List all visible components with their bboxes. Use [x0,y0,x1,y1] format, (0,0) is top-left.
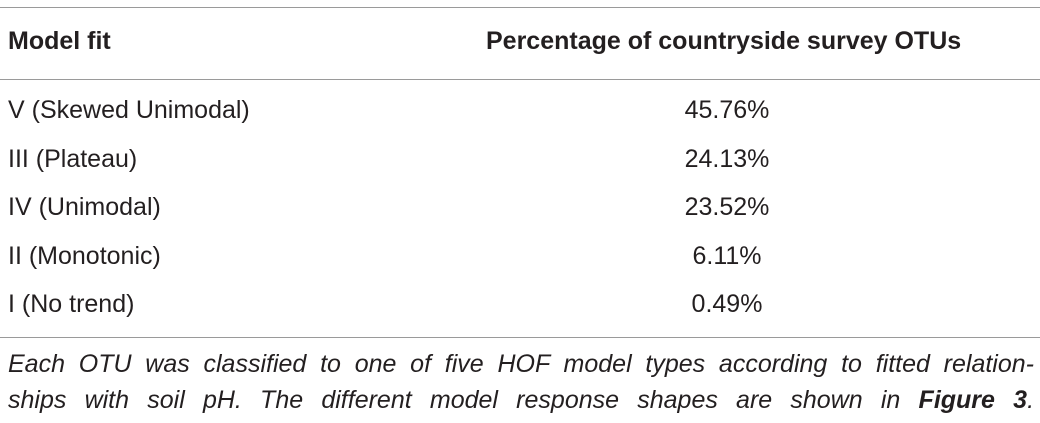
footnote-period: . [1027,386,1035,414]
table-bottom-rule [0,337,1040,338]
footnote-line-2: ships with soil pH. The different model … [8,382,1034,418]
table-header-rule [0,79,1040,80]
model-fit-cell: II (Monotonic) [8,241,161,270]
table-row: II (Monotonic) 6.11% [0,238,1040,287]
column-header-percentage: Percentage of countryside survey OTUs [486,27,962,55]
percentage-cell: 45.76% [684,96,770,124]
model-fit-cell: III (Plateau) [8,144,138,173]
table-row: I (No trend) 0.49% [0,286,1040,335]
model-fit-cell: V (Skewed Unimodal) [8,96,250,124]
percentage-cell: 24.13% [684,144,770,173]
table-top-rule [0,7,1040,8]
table-row: IV (Unimodal) 23.52% [0,189,1040,238]
table-footnote: Each OTU was classified to one of five H… [8,346,1034,418]
footnote-text: ships with soil pH. The different model … [8,386,919,414]
percentage-cell: 6.11% [692,241,762,270]
figure-reference-link[interactable]: Figure 3 [918,386,1028,414]
table-body: V (Skewed Unimodal) 45.76% III (Plateau)… [0,92,1040,335]
percentage-cell: 0.49% [691,290,763,318]
table-row: III (Plateau) 24.13% [0,141,1040,190]
column-header-model-fit: Model fit [8,27,111,55]
percentage-cell: 23.52% [684,193,770,221]
model-fit-cell: IV (Unimodal) [8,193,161,221]
table-header: Model fit Percentage of countryside surv… [0,27,1040,61]
footnote-line-1: Each OTU was classified to one of five H… [8,350,1034,378]
model-fit-cell: I (No trend) [8,290,135,318]
table-row: V (Skewed Unimodal) 45.76% [0,92,1040,141]
